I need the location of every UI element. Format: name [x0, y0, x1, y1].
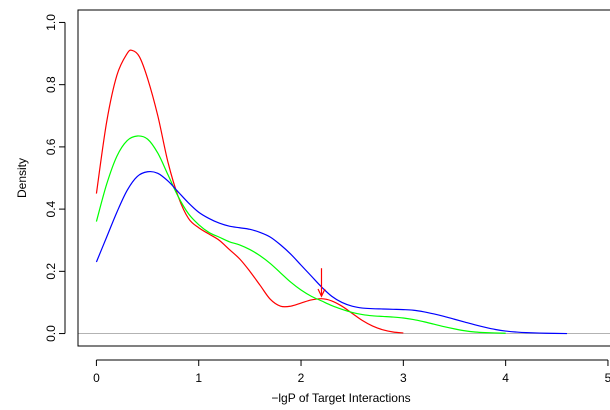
x-axis-title: −lgP of Target Interactions	[271, 391, 410, 405]
x-tick-label: 4	[502, 371, 509, 385]
y-axis-title: Density	[15, 158, 29, 198]
y-tick-label: 1.0	[44, 14, 58, 31]
y-tick-label: 0.4	[44, 200, 58, 217]
y-tick-label: 0.2	[44, 263, 58, 280]
x-tick-label: 0	[93, 371, 100, 385]
x-tick-label: 1	[195, 371, 202, 385]
density-curve-2	[95, 135, 506, 334]
arrow-head	[317, 288, 326, 298]
y-axis: 0.0 0.2 0.4 0.6 0.8 1.0	[44, 14, 66, 342]
x-tick-label: 3	[400, 371, 407, 385]
arrow-annotation	[317, 268, 326, 298]
annotations	[317, 268, 326, 298]
plot-frame	[77, 9, 610, 347]
x-tick-label: 5	[605, 371, 610, 385]
x-axis: 0 1 2 3 4 5	[93, 359, 610, 385]
y-tick-label: 0.8	[44, 76, 58, 93]
y-tick-label: 0.0	[44, 325, 58, 342]
x-tick-label: 2	[298, 371, 305, 385]
y-tick-label: 0.6	[44, 138, 58, 155]
